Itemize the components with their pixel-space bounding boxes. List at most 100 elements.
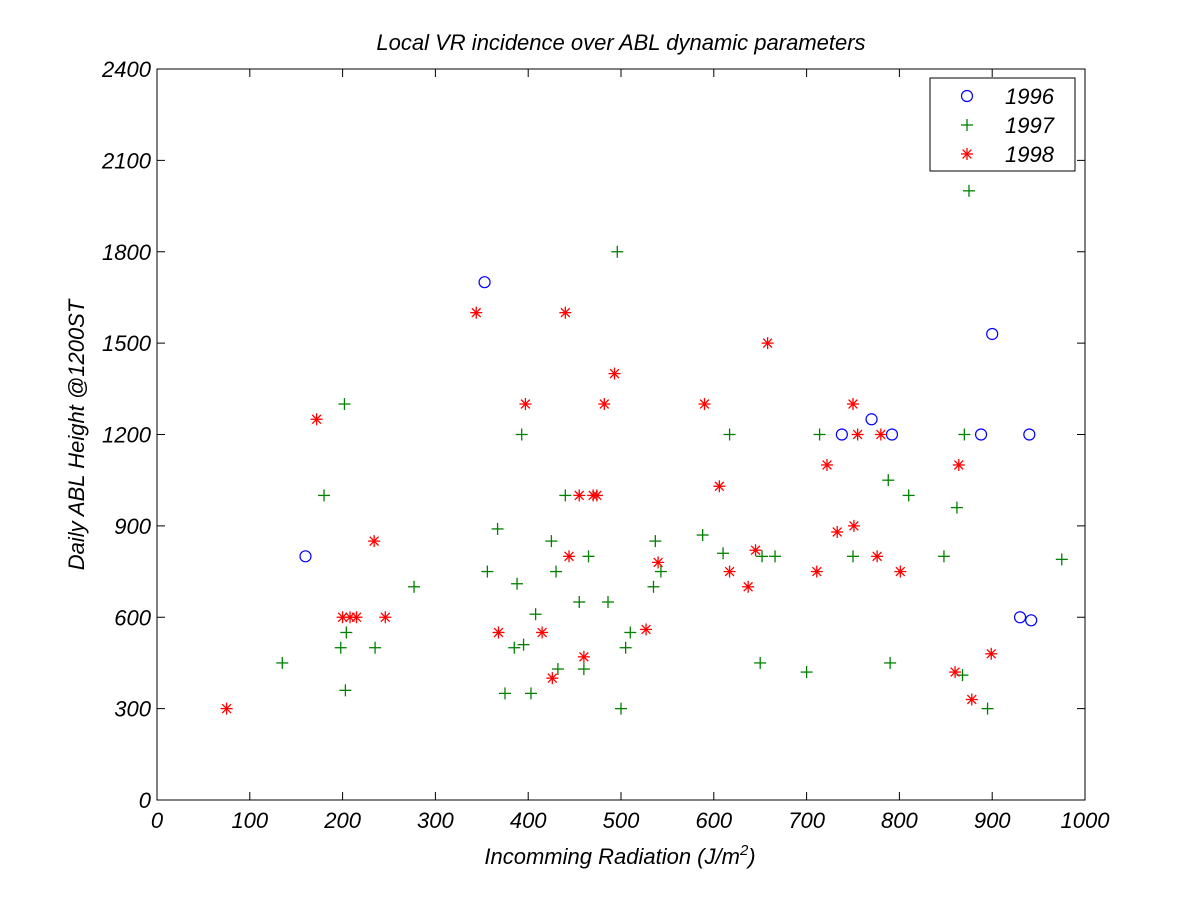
data-point-1997 <box>958 428 971 441</box>
data-point-1997 <box>615 702 627 715</box>
data-point-1998 <box>577 650 590 663</box>
legend-label-1997: 1997 <box>1005 113 1055 138</box>
data-point-1998 <box>723 565 736 578</box>
legend-marker-1996 <box>960 89 974 103</box>
y-tick-label: 2100 <box>101 148 152 173</box>
data-point-1997 <box>499 687 511 700</box>
data-point-1997 <box>340 626 353 639</box>
data-point-1998 <box>847 519 860 532</box>
data-point-1997 <box>800 666 813 679</box>
x-tick-label: 100 <box>231 808 268 833</box>
data-point-1998 <box>640 623 653 636</box>
y-tick-label: 600 <box>114 605 151 630</box>
data-point-1997 <box>551 663 564 676</box>
data-point-1997 <box>408 580 421 593</box>
data-point-1997 <box>515 428 528 441</box>
data-point-1997 <box>582 550 595 563</box>
data-point-1998 <box>871 550 884 563</box>
x-axis-label-main: Incomming Radiation (J/m <box>484 844 740 869</box>
y-axis-label: Daily ABL Height @1200ST <box>64 298 89 570</box>
data-point-1997 <box>573 596 586 609</box>
data-point-1997 <box>937 550 950 563</box>
data-point-1998 <box>536 626 549 639</box>
data-point-1997 <box>882 474 895 487</box>
data-point-1997 <box>339 684 352 697</box>
data-point-1998 <box>831 525 844 538</box>
chart-title: Local VR incidence over ABL dynamic para… <box>376 30 865 55</box>
data-point-1998 <box>821 458 834 471</box>
data-point-1997 <box>769 550 782 563</box>
data-point-1997 <box>517 638 530 651</box>
data-point-1998 <box>310 413 323 426</box>
x-tick-label: 300 <box>417 808 454 833</box>
data-point-1997 <box>950 501 963 514</box>
data-point-1997 <box>559 489 572 502</box>
data-point-1997 <box>696 529 709 542</box>
data-point-1998 <box>985 647 998 660</box>
data-point-1998 <box>952 458 965 471</box>
data-point-1998 <box>608 367 621 380</box>
data-point-1997 <box>884 656 897 669</box>
data-point-1997 <box>619 641 632 654</box>
legend-marker-1997 <box>961 119 973 131</box>
data-point-1997 <box>624 626 637 639</box>
data-point-1997 <box>717 547 730 560</box>
data-point-1998 <box>965 693 978 706</box>
data-point-1997 <box>1055 553 1068 566</box>
data-point-1996 <box>835 428 848 441</box>
data-point-1997 <box>981 702 994 715</box>
data-point-1997 <box>602 596 615 609</box>
data-point-1997 <box>481 565 494 578</box>
data-point-1997 <box>847 550 859 563</box>
data-point-1998 <box>810 565 823 578</box>
data-point-1998 <box>598 398 611 411</box>
data-point-1997 <box>647 580 660 593</box>
y-tick-label: 1200 <box>102 423 152 448</box>
data-point-1997 <box>723 428 736 441</box>
x-tick-label: 500 <box>603 808 640 833</box>
legend-box <box>929 77 1076 172</box>
data-point-1998 <box>851 428 864 441</box>
data-point-1998 <box>652 556 665 569</box>
data-point-1997 <box>491 522 504 535</box>
data-point-1997 <box>545 535 558 548</box>
data-point-1997 <box>338 398 351 411</box>
x-axis-label-superscript: 2 <box>739 842 749 859</box>
data-point-1998 <box>546 672 559 685</box>
data-point-1998 <box>742 580 755 593</box>
data-point-1998 <box>590 489 603 502</box>
data-point-1997 <box>318 489 331 502</box>
x-tick-label: 900 <box>974 808 1011 833</box>
x-tick-label: 1000 <box>1061 808 1111 833</box>
data-point-1997 <box>334 641 347 654</box>
y-tick-label: 900 <box>114 514 151 539</box>
y-tick-label: 2400 <box>101 57 152 82</box>
x-tick-label: 700 <box>788 808 825 833</box>
data-point-1996 <box>986 327 999 341</box>
legend-label-1998: 1998 <box>1005 142 1055 167</box>
data-point-1998 <box>368 535 381 548</box>
data-point-1997 <box>508 641 521 654</box>
data-point-1997 <box>529 608 542 621</box>
data-point-1997 <box>611 245 624 258</box>
data-point-1997 <box>276 656 289 669</box>
legend-label-1996: 1996 <box>1005 84 1055 109</box>
data-point-1998 <box>894 565 907 578</box>
x-tick-label: 200 <box>323 808 361 833</box>
data-point-1997 <box>524 687 537 700</box>
x-axis-label-suffix: ) <box>745 844 755 869</box>
data-point-1997 <box>754 656 767 669</box>
data-point-1998 <box>563 550 576 563</box>
x-tick-label: 0 <box>151 808 164 833</box>
data-point-1998 <box>749 544 762 557</box>
data-point-1998 <box>713 480 726 493</box>
data-point-1996 <box>478 276 491 289</box>
series-1997 <box>276 184 1068 715</box>
data-point-1996 <box>865 413 878 426</box>
data-point-1998 <box>379 611 392 624</box>
data-point-1998 <box>492 626 505 639</box>
x-tick-label: 800 <box>881 808 918 833</box>
legend: 1996 1997 1998 <box>929 77 1076 172</box>
